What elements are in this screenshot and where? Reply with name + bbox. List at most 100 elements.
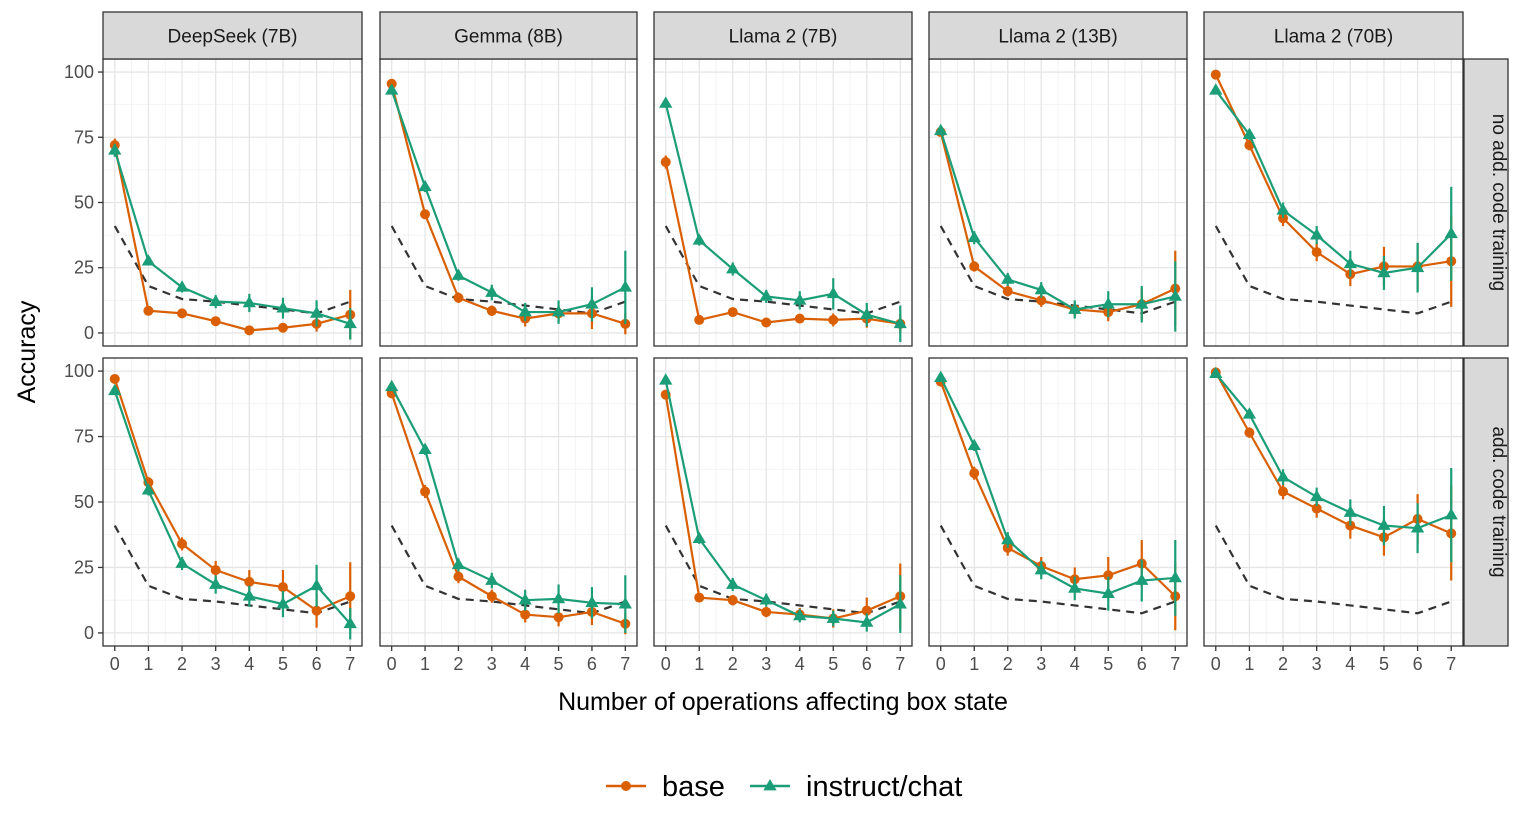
x-tick-label: 7 bbox=[1446, 654, 1456, 674]
point bbox=[1310, 489, 1324, 502]
x-tick-label: 3 bbox=[1312, 654, 1322, 674]
point bbox=[794, 313, 805, 324]
point bbox=[934, 370, 948, 382]
point bbox=[1410, 521, 1425, 533]
point bbox=[453, 571, 464, 582]
series-base bbox=[1210, 69, 1457, 307]
point bbox=[967, 230, 981, 243]
point bbox=[1276, 203, 1290, 215]
point bbox=[585, 297, 599, 309]
baseline-line bbox=[939, 225, 1176, 315]
y-tick-label: 0 bbox=[84, 623, 94, 643]
point bbox=[143, 305, 154, 316]
y-tick-label: 50 bbox=[74, 193, 94, 213]
panel-add-code-training-llama-2-70b bbox=[1203, 357, 1464, 647]
series-instruct-chat bbox=[385, 83, 632, 324]
point bbox=[694, 592, 705, 603]
point bbox=[1310, 228, 1324, 240]
legend-label: base bbox=[662, 771, 725, 803]
point bbox=[969, 468, 980, 479]
point bbox=[969, 261, 980, 272]
point bbox=[1311, 247, 1322, 258]
strip-box bbox=[102, 11, 363, 60]
strip-box bbox=[653, 11, 913, 60]
point bbox=[1210, 69, 1221, 80]
point bbox=[1377, 265, 1391, 278]
series-line bbox=[390, 386, 626, 606]
series-instruct-chat bbox=[659, 373, 907, 633]
y-tick-label: 50 bbox=[74, 492, 94, 512]
point bbox=[763, 779, 777, 791]
point bbox=[659, 96, 673, 108]
point bbox=[141, 483, 156, 495]
legend: base instruct/chat bbox=[606, 771, 962, 803]
baseline-line bbox=[664, 225, 901, 315]
x-axis-title: Number of operations affecting box state bbox=[558, 688, 1008, 716]
point bbox=[1068, 302, 1082, 314]
row-strip-add-code-training: add. code training bbox=[1463, 357, 1509, 647]
x-tick-label: 6 bbox=[862, 654, 872, 674]
panel-border bbox=[928, 357, 1188, 647]
baseline-line bbox=[1214, 225, 1452, 315]
point bbox=[660, 157, 671, 168]
point bbox=[1034, 282, 1048, 295]
point bbox=[761, 317, 772, 328]
point bbox=[1311, 503, 1322, 514]
point bbox=[175, 280, 189, 292]
x-tick-label: 7 bbox=[1170, 654, 1180, 674]
x-tick-label: 5 bbox=[278, 654, 288, 674]
strip-label: Llama 2 (7B) bbox=[729, 27, 838, 48]
x-tick-label: 0 bbox=[1211, 654, 1221, 674]
y-tick-label: 0 bbox=[84, 323, 94, 343]
point bbox=[276, 597, 290, 609]
baseline-line bbox=[664, 525, 901, 615]
series-base bbox=[1210, 367, 1457, 581]
x-tick-label: 4 bbox=[244, 654, 254, 674]
point bbox=[726, 262, 740, 274]
point bbox=[418, 442, 432, 454]
point bbox=[1242, 407, 1257, 419]
series-instruct-chat bbox=[108, 143, 357, 340]
point bbox=[385, 379, 399, 392]
point bbox=[277, 322, 288, 333]
point bbox=[385, 83, 399, 95]
x-tick-label: 0 bbox=[110, 654, 120, 674]
point bbox=[1276, 470, 1290, 482]
point bbox=[1036, 295, 1047, 306]
point bbox=[177, 308, 188, 319]
x-tick-label: 0 bbox=[387, 654, 397, 674]
point bbox=[210, 565, 221, 576]
series-line bbox=[113, 144, 351, 332]
point bbox=[210, 316, 221, 327]
strip-label: DeepSeek (7B) bbox=[168, 27, 298, 48]
point bbox=[1343, 505, 1357, 517]
x-tick-label: 1 bbox=[969, 654, 979, 674]
legend-label: instruct/chat bbox=[806, 771, 962, 803]
row-strip-label: add. code training bbox=[1488, 426, 1509, 577]
panel-no-add-code-training-llama-2-7b bbox=[653, 58, 913, 347]
point bbox=[551, 591, 566, 604]
point bbox=[553, 612, 564, 623]
point bbox=[1103, 570, 1114, 581]
x-tick-label: 5 bbox=[1379, 654, 1389, 674]
point bbox=[485, 285, 499, 297]
x-tick-label: 0 bbox=[936, 654, 946, 674]
point bbox=[1001, 272, 1015, 284]
x-tick-label: 7 bbox=[345, 654, 355, 674]
point bbox=[761, 606, 772, 617]
point bbox=[759, 289, 773, 301]
point bbox=[277, 582, 288, 593]
baseline-line bbox=[390, 525, 626, 615]
x-tick-label: 6 bbox=[1137, 654, 1147, 674]
point bbox=[485, 573, 499, 585]
x-tick-label: 4 bbox=[795, 654, 805, 674]
point bbox=[692, 233, 706, 245]
series-line bbox=[390, 392, 626, 625]
point bbox=[1001, 532, 1015, 545]
y-tick-label: 75 bbox=[74, 127, 94, 147]
point bbox=[727, 595, 738, 606]
series-line bbox=[1214, 371, 1452, 539]
series-line bbox=[664, 394, 901, 620]
x-tick-label: 2 bbox=[453, 654, 463, 674]
strip-llama-2-13b: Llama 2 (13B) bbox=[928, 11, 1188, 60]
